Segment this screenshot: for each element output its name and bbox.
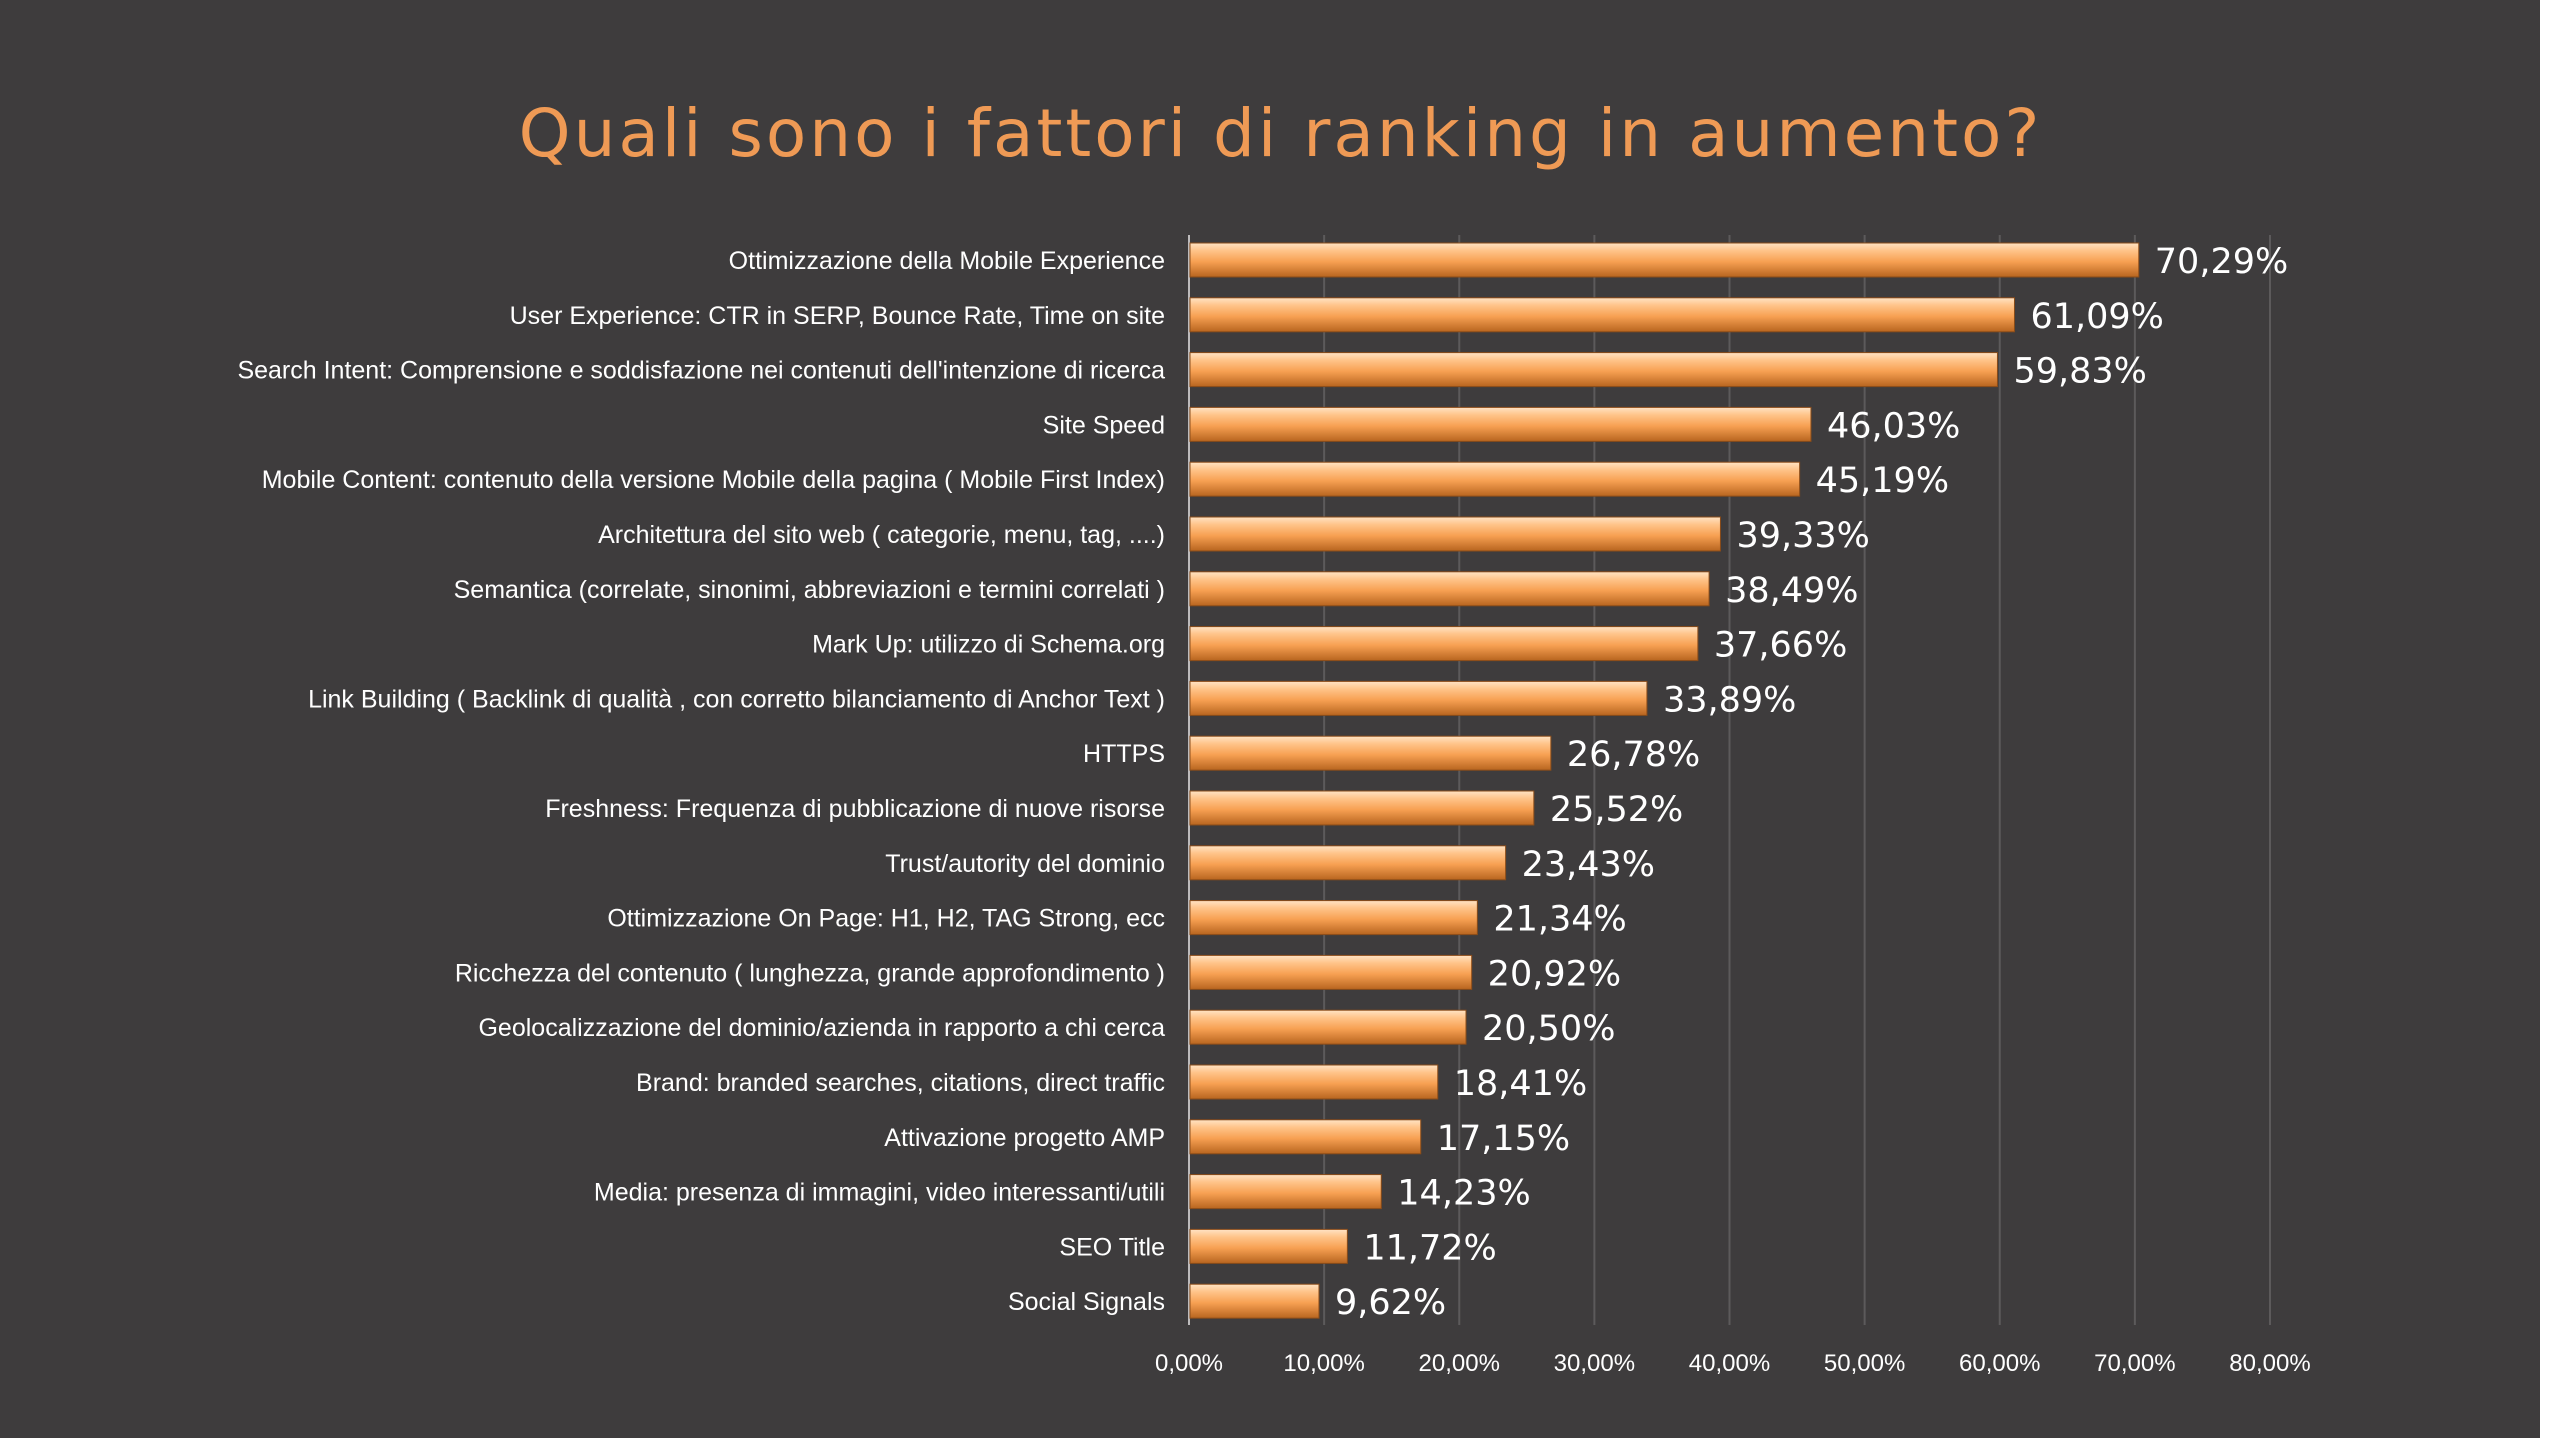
bar bbox=[1189, 1174, 1382, 1210]
category-labels: Ottimizzazione della Mobile Experience Us… bbox=[237, 247, 1165, 1316]
slide-edge bbox=[2540, 0, 2561, 1441]
bar bbox=[1189, 242, 2140, 278]
value-label: 46,03% bbox=[1827, 406, 1960, 446]
value-label: 20,92% bbox=[1488, 954, 1621, 994]
category-label: Media: presenza di immagini, video inter… bbox=[594, 1179, 1165, 1207]
bar bbox=[1189, 1064, 1439, 1100]
x-tick-label: 60,00% bbox=[1959, 1350, 2040, 1377]
value-label: 33,89% bbox=[1663, 680, 1796, 720]
category-label: Ottimizzazione On Page: H1, H2, TAG Stro… bbox=[607, 905, 1165, 933]
bar bbox=[1189, 1228, 1348, 1264]
category-label: Freshness: Frequenza di pubblicazione di… bbox=[545, 795, 1165, 823]
category-label: Site Speed bbox=[1043, 411, 1165, 439]
value-label: 38,49% bbox=[1725, 571, 1858, 611]
x-tick-label: 20,00% bbox=[1419, 1350, 1500, 1377]
value-label: 39,33% bbox=[1736, 516, 1869, 556]
bar bbox=[1189, 297, 2015, 333]
chart-title: Quali sono i fattori di ranking in aumen… bbox=[518, 95, 2043, 172]
value-label: 21,34% bbox=[1493, 900, 1626, 940]
x-tick-label: 40,00% bbox=[1689, 1350, 1770, 1377]
value-labels: 70,29% 61,09% 59,83% 46,03% 45,19% 39,33% 38,4… bbox=[1335, 242, 2288, 1323]
bar bbox=[1189, 900, 1478, 936]
value-label: 9,62% bbox=[1335, 1283, 1446, 1323]
bar bbox=[1189, 352, 1998, 388]
category-label: User Experience: CTR in SERP, Bounce Rat… bbox=[510, 302, 1165, 330]
category-label: Brand: branded searches, citations, dire… bbox=[636, 1069, 1165, 1097]
value-label: 37,66% bbox=[1714, 626, 1847, 666]
value-label: 18,41% bbox=[1454, 1064, 1587, 1104]
x-tick-label: 0,00% bbox=[1155, 1350, 1223, 1377]
bar bbox=[1189, 406, 1812, 442]
category-label: Attivazione progetto AMP bbox=[884, 1124, 1165, 1152]
bar bbox=[1189, 461, 1801, 497]
bar bbox=[1189, 845, 1507, 881]
slide-bottom-edge bbox=[0, 1438, 2561, 1441]
value-label: 26,78% bbox=[1567, 735, 1700, 775]
category-label: Mobile Content: contenuto della versione… bbox=[262, 466, 1165, 494]
category-label: Search Intent: Comprensione e soddisfazi… bbox=[237, 357, 1165, 385]
bar bbox=[1189, 516, 1721, 552]
category-label: HTTPS bbox=[1083, 740, 1165, 768]
x-tick-label: 30,00% bbox=[1554, 1350, 1635, 1377]
x-tick-label: 50,00% bbox=[1824, 1350, 1905, 1377]
value-label: 70,29% bbox=[2155, 242, 2288, 282]
bar bbox=[1189, 790, 1535, 826]
value-label: 14,23% bbox=[1397, 1174, 1530, 1214]
category-label: Link Building ( Backlink di qualità , co… bbox=[308, 685, 1165, 713]
bar bbox=[1189, 735, 1552, 771]
x-axis-ticks: 0,00% 10,00% 20,00% 30,00% 40,00% 50,00% 60,00… bbox=[1155, 1350, 2311, 1377]
category-label: Architettura del sito web ( categorie, m… bbox=[598, 521, 1165, 549]
gridlines bbox=[1188, 235, 2271, 1325]
x-tick-label: 10,00% bbox=[1283, 1350, 1364, 1377]
bar bbox=[1189, 1009, 1467, 1045]
value-label: 25,52% bbox=[1550, 790, 1683, 830]
value-label: 61,09% bbox=[2030, 297, 2163, 337]
bar bbox=[1189, 680, 1648, 716]
category-label: Semantica (correlate, sinonimi, abbrevia… bbox=[454, 576, 1165, 604]
x-tick-label: 70,00% bbox=[2094, 1350, 2175, 1377]
value-label: 45,19% bbox=[1816, 461, 1949, 501]
value-label: 11,72% bbox=[1363, 1228, 1496, 1268]
bar bbox=[1189, 571, 1710, 607]
value-label: 20,50% bbox=[1482, 1009, 1615, 1049]
value-label: 23,43% bbox=[1522, 845, 1655, 885]
category-label: Social Signals bbox=[1008, 1288, 1165, 1316]
category-label: Ottimizzazione della Mobile Experience bbox=[729, 247, 1165, 275]
category-label: Geolocalizzazione del dominio/azienda in… bbox=[478, 1014, 1165, 1042]
category-label: Mark Up: utilizzo di Schema.org bbox=[812, 631, 1165, 659]
category-label: SEO Title bbox=[1059, 1233, 1165, 1261]
category-label: Trust/autority del dominio bbox=[885, 850, 1165, 878]
value-label: 17,15% bbox=[1437, 1119, 1570, 1159]
bar bbox=[1189, 626, 1699, 662]
bar bbox=[1189, 954, 1473, 990]
bar bbox=[1189, 1119, 1422, 1155]
category-label: Ricchezza del contenuto ( lunghezza, gra… bbox=[455, 959, 1165, 987]
x-tick-label: 80,00% bbox=[2229, 1350, 2310, 1377]
bar bbox=[1189, 1283, 1320, 1319]
value-label: 59,83% bbox=[2013, 352, 2146, 392]
bars bbox=[1189, 242, 2140, 1319]
